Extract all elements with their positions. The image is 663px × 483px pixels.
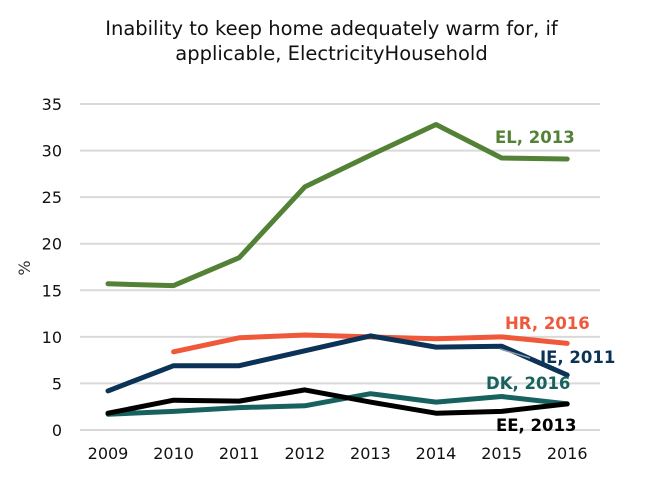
y-tick-label: 15	[42, 281, 62, 300]
y-axis-label: %	[15, 260, 34, 275]
y-tick-label: 10	[42, 328, 62, 347]
y-tick-label: 30	[42, 142, 62, 161]
series-line-el	[105, 122, 570, 289]
x-tick-label: 2009	[88, 444, 129, 463]
x-axis-ticks: 2009 2010 2011 2012 2013 2014 2015 2016	[88, 444, 588, 463]
x-tick-label: 2013	[350, 444, 391, 463]
series-label-ee: EE, 2013	[496, 416, 576, 435]
series-label-el: EL, 2013	[495, 128, 575, 147]
series-lines	[105, 122, 570, 417]
y-tick-label: 0	[52, 421, 62, 440]
series-line-ie	[105, 333, 570, 394]
x-tick-label: 2011	[219, 444, 260, 463]
x-tick-label: 2010	[153, 444, 194, 463]
y-tick-label: 35	[42, 95, 62, 114]
series-line-ee	[105, 387, 570, 416]
series-label-hr: HR, 2016	[505, 314, 590, 333]
y-tick-label: 5	[52, 374, 62, 393]
chart-title-line-1: Inability to keep home adequately warm f…	[105, 17, 558, 40]
chart-title-line-2: applicable, ElectricityHousehold	[175, 42, 488, 65]
series-line-dk	[105, 391, 570, 417]
x-tick-label: 2015	[481, 444, 522, 463]
series-labels: EL, 2013 HR, 2016 IE, 2011 DK, 2016 EE, 2013	[486, 128, 615, 435]
ie-label-leader-line	[499, 348, 531, 359]
y-axis-ticks: 0 5 10 15 20 25 30 35	[42, 95, 62, 440]
x-tick-label: 2014	[416, 444, 457, 463]
series-label-dk: DK, 2016	[486, 374, 570, 393]
y-tick-label: 25	[42, 188, 62, 207]
x-tick-label: 2016	[547, 444, 588, 463]
chart-title: Inability to keep home adequately warm f…	[0, 16, 663, 66]
series-label-ie: IE, 2011	[540, 348, 615, 367]
x-tick-label: 2012	[284, 444, 325, 463]
y-tick-label: 20	[42, 235, 62, 254]
